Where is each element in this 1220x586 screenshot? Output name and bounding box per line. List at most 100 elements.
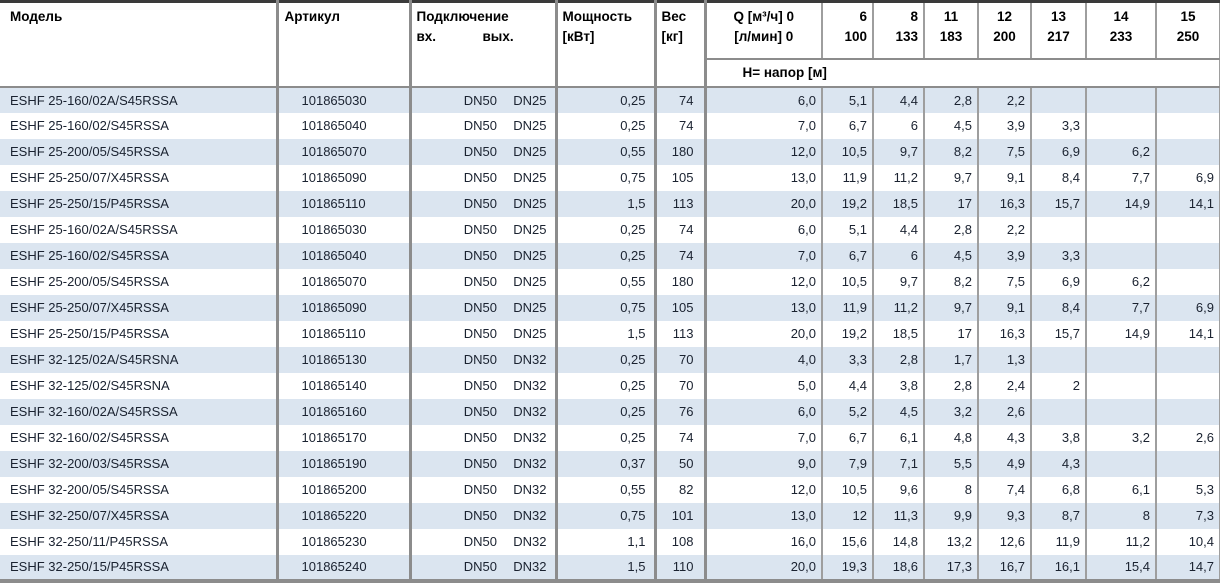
table-row: ESHF 25-250/15/P45RSSA 101865110 DN50 DN… [0, 320, 1220, 347]
table-row: ESHF 25-160/02A/S45RSSA 101865030 DN50 D… [0, 216, 1220, 243]
outlet-cell: DN25 [500, 294, 558, 321]
head-value-cell: 4,4 [822, 372, 874, 399]
article-cell: 101865230 [277, 528, 412, 555]
head-value-cell: 4,5 [924, 112, 979, 139]
head-value-cell: 5,1 [822, 86, 874, 113]
head-value-cell: 8,2 [924, 138, 979, 165]
table-row: ESHF 25-250/07/X45RSSA 101865090 DN50 DN… [0, 164, 1220, 191]
outlet-cell: DN25 [500, 164, 558, 191]
inlet-cell: DN50 [463, 170, 497, 185]
head-value-cell [1031, 398, 1087, 425]
flow-m3h-value: 12 [996, 9, 1013, 24]
head-value-cell: 7,3 [1195, 508, 1214, 523]
weight-cell: 101 [655, 502, 707, 529]
head-value-cell: 9,9 [924, 502, 979, 529]
weight-cell: 113 [655, 320, 707, 347]
weight-cell: 108 [655, 528, 707, 555]
column-header-connection: Подключение вх. вых. [410, 1, 558, 88]
head-value-cell: 7,7 [1086, 164, 1157, 191]
power-cell: 1,5 [556, 320, 657, 347]
article-cell: 101865160 [277, 398, 412, 425]
head-value-cell: 6,1 [873, 424, 925, 451]
outlet-cell: DN32 [500, 502, 558, 529]
head-value-cell: 15,7 [1031, 320, 1087, 347]
article-cell: 101865030 [277, 86, 412, 113]
inlet-cell: DN50 [463, 300, 497, 315]
column-header-weight: Вес [кг] [655, 1, 707, 88]
head-value-cell: 17,3 [924, 554, 979, 581]
flow-column-header: 6 100 [822, 1, 874, 60]
weight-cell: 110 [655, 554, 707, 581]
article-cell: 101865040 [277, 242, 412, 269]
weight-cell: 74 [655, 112, 707, 139]
head-value-cell: 20,0 [705, 320, 823, 347]
table-row: ESHF 32-250/15/P45RSSA 101865240 DN50 DN… [0, 554, 1220, 581]
inlet-cell: DN50 [463, 534, 497, 549]
head-value-cell: 11,9 [1031, 528, 1087, 555]
power-title: Мощность [562, 9, 633, 24]
head-value-cell: 6,0 [705, 86, 823, 113]
weight-cell: 180 [655, 268, 707, 295]
power-cell: 0,37 [556, 450, 657, 477]
head-value-cell: 2,8 [924, 86, 979, 113]
inlet-cell: DN50 [463, 274, 497, 289]
model-cell: ESHF 25-160/02/S45RSSA [0, 112, 279, 139]
inlet-cell: DN50 [463, 144, 497, 159]
power-cell: 0,75 [556, 294, 657, 321]
head-value-cell: 3,8 [1031, 424, 1087, 451]
power-cell: 0,75 [556, 164, 657, 191]
weight-unit: [кг] [661, 29, 683, 44]
head-value-cell: 14,7 [1188, 559, 1214, 574]
power-cell: 0,25 [556, 372, 657, 399]
head-value-cell: 4,5 [924, 242, 979, 269]
power-cell: 1,5 [556, 554, 657, 581]
outlet-cell: DN32 [500, 372, 558, 399]
inlet-cell: DN50 [463, 508, 497, 523]
weight-cell: 82 [655, 476, 707, 503]
weight-cell: 50 [655, 450, 707, 477]
table-row: ESHF 25-250/15/P45RSSA 101865110 DN50 DN… [0, 190, 1220, 217]
inlet-cell: DN50 [463, 430, 497, 445]
head-value-cell [1156, 87, 1220, 113]
power-cell: 0,25 [556, 424, 657, 451]
head-value-cell: 5,2 [822, 398, 874, 425]
head-value-cell: 6 [873, 242, 925, 269]
head-value-cell: 6,9 [1195, 170, 1214, 185]
head-value-cell: 18,5 [873, 190, 925, 217]
outlet-cell: DN25 [500, 190, 558, 217]
weight-cell: 180 [655, 138, 707, 165]
power-cell: 0,55 [556, 476, 657, 503]
inlet-label: вх. [416, 29, 437, 44]
head-value-cell: 7,1 [873, 450, 925, 477]
flow-column-header: 11 183 [924, 1, 979, 60]
head-value-cell [1086, 346, 1157, 373]
inlet-cell: DN50 [463, 92, 497, 108]
table-row: ESHF 25-200/05/S45RSSA 101865070 DN50 DN… [0, 138, 1220, 165]
model-cell: ESHF 32-250/15/P45RSSA [0, 554, 279, 581]
head-value-cell: 16,3 [978, 320, 1032, 347]
article-cell: 101865200 [277, 476, 412, 503]
table-row: ESHF 25-160/02/S45RSSA 101865040 DN50 DN… [0, 242, 1220, 269]
head-value-cell: 9,1 [978, 294, 1032, 321]
article-cell: 101865170 [277, 424, 412, 451]
head-value-cell: 19,2 [822, 190, 874, 217]
head-value-cell: 3,3 [822, 346, 874, 373]
head-value-cell: 16,7 [978, 554, 1032, 581]
head-value-cell: 9,0 [705, 450, 823, 477]
article-cell: 101865110 [277, 320, 412, 347]
weight-title: Вес [661, 9, 687, 24]
outlet-cell: DN32 [500, 398, 558, 425]
head-value-cell: 2,2 [978, 86, 1032, 113]
head-value-cell: 18,6 [873, 554, 925, 581]
head-value-cell: 6,2 [1086, 268, 1157, 295]
table-row: ESHF 32-160/02/S45RSSA 101865170 DN50 DN… [0, 424, 1220, 451]
head-value-cell: 4,4 [873, 216, 925, 243]
article-cell: 101865130 [277, 346, 412, 373]
flow-m3h-value: 6 [859, 9, 867, 24]
table-row: ESHF 32-125/02A/S45RSNA 101865130 DN50 D… [0, 346, 1220, 373]
head-value-cell: 13,2 [924, 528, 979, 555]
head-value-cell: 13,0 [705, 294, 823, 321]
head-value-cell: 9,7 [873, 138, 925, 165]
outlet-cell: DN32 [500, 424, 558, 451]
table-header: Модель Артикул Подключение вх. вых. Мощн… [0, 1, 1220, 88]
